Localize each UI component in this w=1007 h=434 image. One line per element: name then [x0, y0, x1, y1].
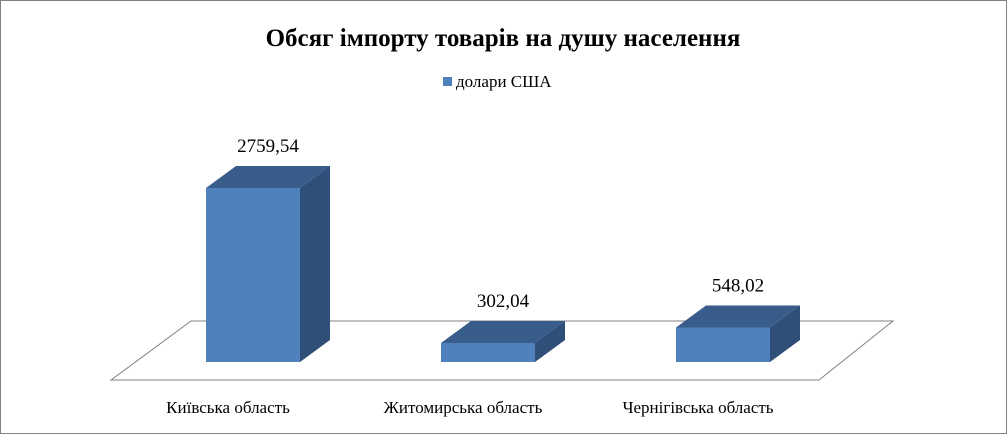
bar-top [441, 320, 565, 343]
data-label: 548,02 [712, 275, 764, 296]
bar-front [441, 342, 535, 362]
bar [676, 305, 800, 362]
category-label: Київська область [166, 398, 290, 417]
legend-label: долари США [456, 72, 552, 91]
bar-front [676, 327, 770, 362]
category-label: Чернігівська область [622, 398, 773, 417]
data-labels: 2759,54 302,04 548,02 [237, 136, 764, 312]
chart-title: Обсяг імпорту товарів на душу населення [266, 25, 741, 52]
bar-side [300, 166, 330, 362]
legend-swatch [443, 77, 452, 86]
legend: долари США [443, 72, 552, 91]
category-labels: Київська область Житомирська область Черні… [166, 398, 774, 417]
chart-floor [109, 320, 895, 381]
bar-top [676, 305, 800, 328]
bar [206, 166, 330, 362]
bar-side [770, 305, 800, 362]
bar [441, 320, 565, 362]
bar-top [206, 166, 330, 188]
bar-front [206, 188, 300, 362]
category-label: Житомирська область [384, 398, 543, 417]
bar-side [535, 320, 565, 362]
data-label: 2759,54 [237, 136, 299, 157]
data-label: 302,04 [477, 291, 530, 312]
bars [206, 166, 800, 362]
